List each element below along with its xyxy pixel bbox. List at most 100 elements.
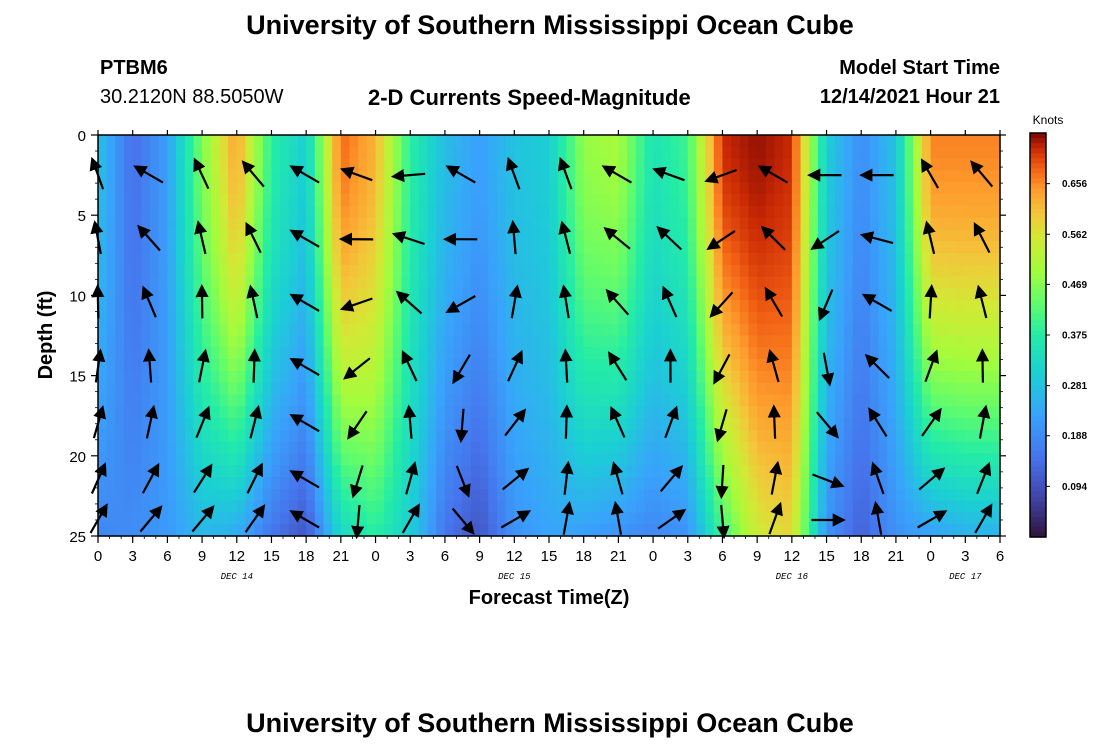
heat-cell (687, 158, 698, 171)
heat-cell (384, 335, 394, 348)
heat-cell (470, 394, 481, 407)
heat-cell (158, 477, 168, 490)
heat-cell (280, 182, 290, 195)
heat-cell (453, 311, 463, 325)
heat-cell (817, 158, 828, 171)
heat-cell (436, 524, 446, 537)
heat-cell (176, 465, 186, 478)
heat-cell (774, 193, 784, 207)
heat-cell (765, 241, 776, 254)
heat-cell (98, 477, 108, 490)
heat-cell (592, 182, 602, 195)
heat-cell (505, 453, 515, 466)
current-arrow (868, 407, 888, 437)
heat-cell (609, 217, 619, 230)
heat-cell (314, 170, 325, 183)
heat-cell (332, 347, 342, 360)
heat-cell (288, 229, 299, 242)
current-arrow (601, 165, 632, 184)
heat-cell (748, 394, 758, 407)
heat-cell (930, 217, 940, 230)
heat-cell (280, 252, 290, 266)
heat-cell (661, 335, 672, 348)
heat-cell (930, 311, 940, 325)
heat-cell (687, 418, 698, 431)
heat-cell (210, 311, 221, 325)
heat-cell (861, 382, 871, 396)
heat-cell (254, 158, 264, 171)
heat-cell (991, 170, 1001, 183)
heat-cell (505, 264, 515, 278)
heat-cell (410, 158, 420, 171)
heat-cell (549, 288, 559, 301)
heat-cell (340, 323, 351, 337)
heat-cell (687, 217, 698, 230)
heat-cell (219, 524, 229, 537)
heat-cell (540, 500, 550, 514)
heat-cell (366, 394, 377, 407)
heat-cell (956, 264, 966, 278)
heat-cell (158, 288, 168, 301)
heat-cell (575, 418, 585, 431)
heat-cell (427, 359, 437, 372)
heat-cell (973, 252, 984, 266)
heat-cell (895, 182, 906, 195)
heat-cell (939, 193, 949, 207)
heat-cell (705, 394, 715, 407)
heat-cell (236, 453, 247, 466)
heat-cell (947, 500, 958, 514)
heat-cell (297, 429, 307, 443)
heat-cell (930, 418, 940, 431)
heat-cell (522, 347, 533, 360)
heat-cell (479, 477, 489, 490)
heat-cell (392, 264, 403, 278)
heat-cell (375, 453, 385, 466)
heat-cell (869, 512, 880, 525)
heat-cell (488, 288, 498, 301)
heat-cell (722, 347, 732, 360)
heat-cell (141, 135, 151, 148)
heat-cell (869, 418, 880, 431)
heat-cell (965, 512, 975, 525)
heat-cell (765, 500, 776, 514)
heat-cell (826, 241, 836, 254)
heat-cell (575, 229, 585, 242)
heat-cell (869, 182, 880, 195)
heat-cell (219, 477, 229, 490)
heat-cell (132, 441, 142, 455)
heat-cell (843, 394, 854, 407)
heat-cell (427, 382, 437, 396)
heat-cell (132, 347, 142, 360)
heat-cell (150, 441, 160, 455)
heat-cell (202, 288, 212, 301)
heat-cell (826, 394, 836, 407)
heat-cell (549, 146, 559, 160)
current-arrow (812, 473, 845, 489)
heat-cell (444, 276, 455, 289)
colorbar-segment (1030, 481, 1046, 488)
heat-cell (427, 146, 437, 160)
heat-cell (765, 477, 776, 490)
heat-cell (340, 500, 351, 514)
heat-cell (184, 170, 194, 183)
heat-cell (757, 370, 767, 384)
heat-cell (930, 429, 940, 443)
heat-cell (436, 217, 446, 230)
heat-cell (973, 477, 984, 490)
heat-cell (549, 170, 559, 183)
heat-cell (852, 500, 862, 514)
heat-cell (522, 288, 533, 301)
heat-cell (965, 205, 975, 219)
heat-cell (939, 359, 949, 372)
heat-cell (132, 429, 142, 443)
heat-cell (410, 276, 420, 289)
heat-cell (800, 170, 810, 183)
heat-cell (765, 394, 776, 407)
heat-cell (193, 370, 203, 384)
heat-cell (748, 264, 758, 278)
heat-cell (895, 241, 906, 254)
heat-cell (939, 406, 949, 419)
heat-cell (921, 418, 932, 431)
heat-cell (592, 205, 602, 219)
heat-cell (609, 300, 619, 313)
